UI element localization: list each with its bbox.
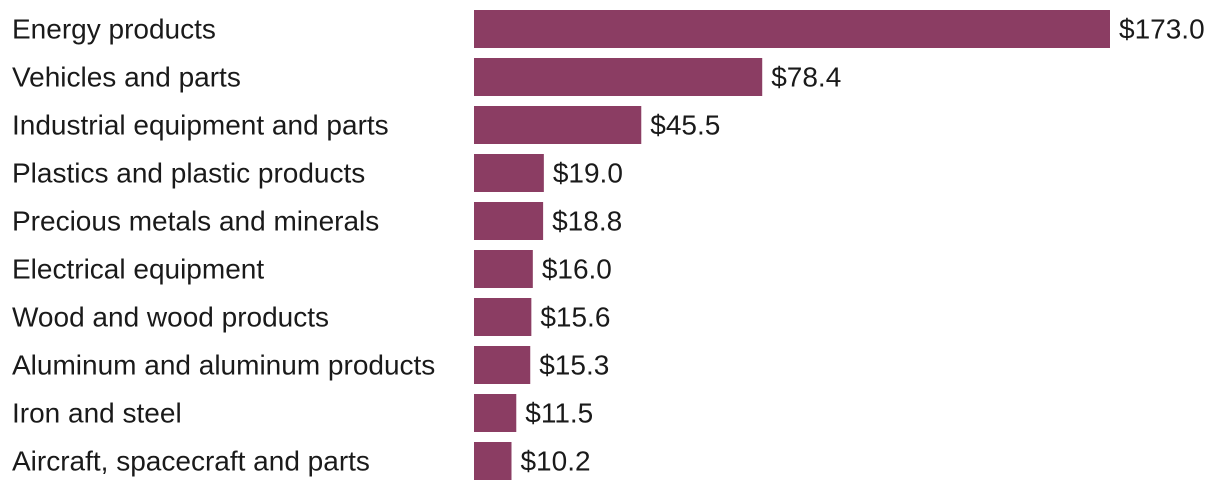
bar	[474, 154, 544, 192]
value-label: $18.8	[552, 206, 622, 237]
bar	[474, 202, 544, 240]
category-label: Aluminum and aluminum products	[12, 350, 435, 381]
category-label: Precious metals and minerals	[12, 206, 379, 237]
bar	[474, 298, 532, 336]
category-label: Industrial equipment and parts	[12, 110, 389, 141]
category-label: Energy products	[12, 14, 216, 45]
bars	[474, 10, 1110, 480]
value-label: $15.3	[539, 350, 609, 381]
value-label: $173.0	[1119, 14, 1205, 45]
value-label: $45.5	[650, 110, 720, 141]
value-label: $11.5	[525, 398, 593, 429]
bar	[474, 250, 533, 288]
value-label: $10.2	[520, 446, 590, 477]
bar	[474, 442, 512, 480]
category-label: Wood and wood products	[12, 302, 329, 333]
category-label: Plastics and plastic products	[12, 158, 365, 189]
value-label: $78.4	[771, 62, 841, 93]
value-labels: $173.0 $78.4 $45.5 $19.0 $18.8 $16.0 $15.6 $15.…	[520, 14, 1204, 477]
value-label: $16.0	[542, 254, 612, 285]
category-label: Vehicles and parts	[12, 62, 241, 93]
category-label: Aircraft, spacecraft and parts	[12, 446, 370, 477]
value-label: $15.6	[540, 302, 610, 333]
category-label: Electrical equipment	[12, 254, 264, 285]
bar	[474, 106, 642, 144]
category-label: Iron and steel	[12, 398, 182, 429]
category-labels: Energy products Vehicles and parts Industr…	[12, 14, 435, 477]
value-label: $19.0	[553, 158, 623, 189]
bar	[474, 58, 763, 96]
bar	[474, 10, 1110, 48]
bar	[474, 394, 517, 432]
bar	[474, 346, 531, 384]
